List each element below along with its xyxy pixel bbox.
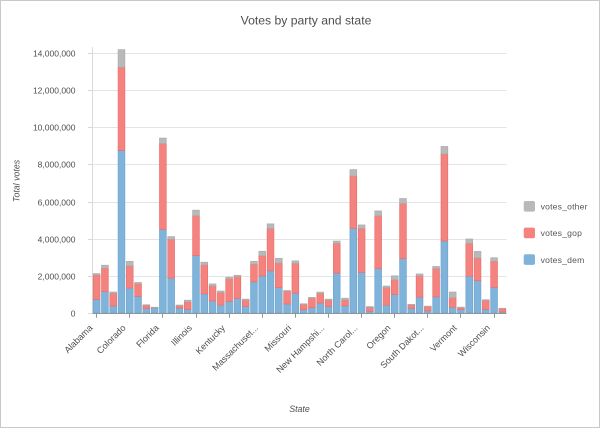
svg-text:8,000,000: 8,000,000 <box>38 160 76 170</box>
svg-text:votes_other: votes_other <box>541 202 588 212</box>
svg-text:State: State <box>289 404 310 414</box>
svg-text:Total votes: Total votes <box>12 159 22 202</box>
svg-text:0: 0 <box>71 309 76 319</box>
svg-text:2,000,000: 2,000,000 <box>38 272 76 282</box>
svg-text:votes_gop: votes_gop <box>541 228 582 238</box>
svg-text:12,000,000: 12,000,000 <box>33 86 76 96</box>
svg-text:6,000,000: 6,000,000 <box>38 198 76 208</box>
svg-text:10,000,000: 10,000,000 <box>33 123 76 133</box>
svg-text:votes_dem: votes_dem <box>541 255 585 265</box>
svg-text:14,000,000: 14,000,000 <box>33 49 76 59</box>
svg-text:4,000,000: 4,000,000 <box>38 235 76 245</box>
svg-text:Votes by party and state: Votes by party and state <box>241 14 372 28</box>
